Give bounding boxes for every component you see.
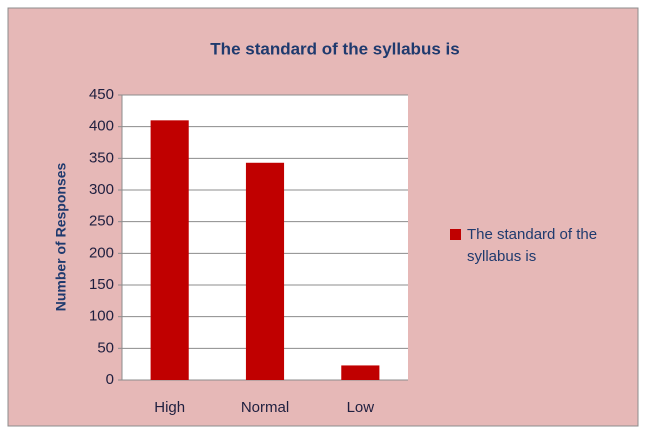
y-tick-label: 400 [89,118,114,135]
x-tick-label: Low [347,399,375,416]
y-tick-label: 50 [97,339,114,356]
y-tick-label: 250 [89,213,114,230]
bar [245,162,285,380]
y-axis-label: Number of Responses [53,162,69,311]
y-tick-label: 450 [89,86,114,103]
y-tick-label: 200 [89,244,114,261]
x-tick-label: Normal [241,399,289,416]
y-tick-label: 300 [89,181,114,198]
bar [150,120,189,380]
y-tick-label: 0 [106,371,114,388]
bar [341,365,380,380]
y-tick-label: 100 [89,308,114,325]
y-tick-label: 350 [89,149,114,166]
legend-label: The standard of the syllabus is [467,226,598,265]
legend-swatch [450,229,461,240]
x-tick-label: High [154,399,185,416]
chart-title: The standard of the syllabus is [210,39,459,58]
y-tick-label: 150 [89,276,114,293]
